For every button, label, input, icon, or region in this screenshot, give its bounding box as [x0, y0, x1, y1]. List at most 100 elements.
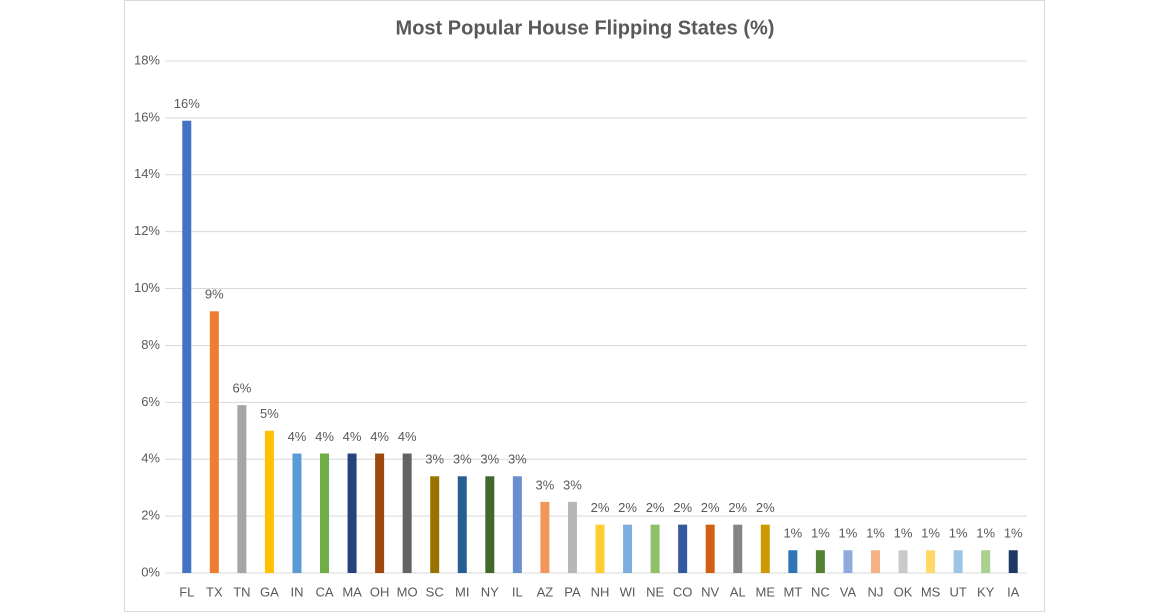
x-tick-label: KY: [977, 584, 995, 599]
value-label: 1%: [811, 526, 830, 541]
x-tick-label: GA: [260, 584, 279, 599]
x-tick-label: AL: [730, 584, 746, 599]
bar: [1008, 550, 1018, 573]
x-tick-label: MI: [455, 584, 469, 599]
bar: [567, 501, 577, 573]
value-label: 1%: [866, 526, 885, 541]
value-label: 3%: [508, 452, 527, 467]
bar: [540, 501, 550, 573]
value-label: 2%: [728, 500, 747, 515]
value-label: 9%: [205, 287, 224, 302]
value-label: 4%: [398, 429, 417, 444]
value-label: 1%: [839, 526, 858, 541]
value-label: 4%: [343, 429, 362, 444]
x-tick-label: ME: [756, 584, 776, 599]
value-label: 3%: [480, 452, 499, 467]
x-tick-label: NH: [591, 584, 610, 599]
x-tick-label: TN: [233, 584, 250, 599]
bar: [320, 453, 330, 573]
chart-title: Most Popular House Flipping States (%): [396, 17, 775, 39]
value-label: 2%: [591, 500, 610, 515]
y-tick-label: 6%: [141, 394, 160, 409]
bar: [264, 430, 274, 573]
y-tick-label: 2%: [141, 508, 160, 523]
x-tick-label: PA: [564, 584, 581, 599]
value-label: 1%: [949, 526, 968, 541]
bar: [292, 453, 302, 573]
y-tick-label: 14%: [134, 166, 160, 181]
y-tick-label: 0%: [141, 564, 160, 579]
x-tick-label: CA: [315, 584, 333, 599]
value-label: 1%: [1004, 526, 1023, 541]
bar: [733, 524, 743, 573]
x-tick-label: NJ: [868, 584, 884, 599]
x-tick-label: MO: [397, 584, 418, 599]
value-label: 1%: [783, 526, 802, 541]
x-tick-label: MA: [342, 584, 362, 599]
x-tick-label: AZ: [537, 584, 554, 599]
x-tick-label: CO: [673, 584, 693, 599]
bar: [375, 453, 385, 573]
value-label: 4%: [315, 429, 334, 444]
bar: [237, 405, 247, 573]
bar: [512, 476, 522, 573]
x-tick-label: FL: [179, 584, 194, 599]
x-tick-label: NE: [646, 584, 664, 599]
bar: [898, 550, 908, 573]
value-label: 3%: [425, 452, 444, 467]
x-tick-label: TX: [206, 584, 223, 599]
value-label: 2%: [646, 500, 665, 515]
x-tick-label: IA: [1007, 584, 1020, 599]
x-tick-label: IL: [512, 584, 523, 599]
bar: [843, 550, 853, 573]
value-label: 6%: [232, 381, 251, 396]
y-tick-label: 18%: [134, 52, 160, 67]
y-tick-label: 8%: [141, 337, 160, 352]
bar: [870, 550, 880, 573]
bar: [926, 550, 936, 573]
bar: [209, 311, 219, 573]
y-tick-label: 12%: [134, 223, 160, 238]
x-tick-label: OH: [370, 584, 390, 599]
bar: [678, 524, 688, 573]
value-label: 5%: [260, 406, 279, 421]
x-tick-label: MS: [921, 584, 941, 599]
x-tick-label: SC: [426, 584, 444, 599]
x-tick-label: NY: [481, 584, 499, 599]
chart-frame: [124, 0, 1045, 612]
x-tick-label: UT: [949, 584, 966, 599]
bar: [623, 524, 633, 573]
bar: [347, 453, 357, 573]
x-tick-label: NC: [811, 584, 830, 599]
bar: [457, 476, 467, 573]
bar: [182, 120, 192, 573]
y-tick-label: 4%: [141, 451, 160, 466]
value-label: 3%: [453, 452, 472, 467]
value-label: 3%: [563, 477, 582, 492]
bar: [815, 550, 825, 573]
bar: [705, 524, 715, 573]
bar: [595, 524, 605, 573]
bar: [650, 524, 660, 573]
value-label: 1%: [976, 526, 995, 541]
bar: [788, 550, 798, 573]
value-label: 1%: [921, 526, 940, 541]
value-label: 4%: [370, 429, 389, 444]
x-tick-label: NV: [701, 584, 719, 599]
value-label: 16%: [174, 96, 200, 111]
value-label: 1%: [894, 526, 913, 541]
x-tick-label: OK: [894, 584, 913, 599]
bar: [430, 476, 440, 573]
value-label: 2%: [673, 500, 692, 515]
bar: [485, 476, 495, 573]
bar: [760, 524, 770, 573]
x-tick-label: VA: [840, 584, 857, 599]
value-label: 3%: [536, 477, 555, 492]
x-tick-label: WI: [620, 584, 636, 599]
x-tick-label: MT: [783, 584, 802, 599]
value-label: 2%: [756, 500, 775, 515]
y-tick-label: 10%: [134, 280, 160, 295]
bar: [402, 453, 412, 573]
value-label: 2%: [701, 500, 720, 515]
